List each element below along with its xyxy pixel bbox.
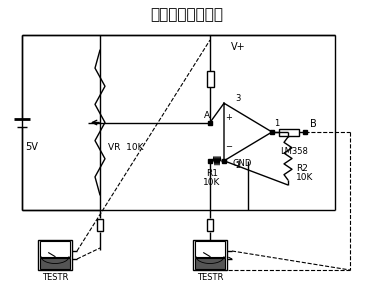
Text: GND: GND: [232, 160, 252, 168]
Bar: [195, 258, 225, 269]
FancyBboxPatch shape: [279, 128, 298, 136]
Text: 3: 3: [236, 94, 241, 103]
Text: LM358: LM358: [280, 148, 308, 156]
Text: +: +: [226, 113, 232, 122]
Text: 非反転増幅　実験: 非反転増幅 実験: [150, 8, 224, 23]
Text: 10K: 10K: [296, 173, 314, 182]
Bar: [40, 241, 70, 256]
Text: TESTR: TESTR: [42, 273, 68, 283]
Text: TESTR: TESTR: [197, 273, 223, 283]
Text: 5V: 5V: [26, 143, 38, 153]
Bar: [195, 241, 225, 256]
Text: −: −: [225, 142, 232, 151]
Text: V+: V+: [231, 42, 245, 52]
Text: A: A: [204, 111, 210, 120]
FancyBboxPatch shape: [207, 71, 213, 87]
Bar: [40, 258, 70, 269]
Text: R2: R2: [296, 164, 308, 173]
Text: B: B: [310, 119, 316, 129]
Text: 1: 1: [274, 119, 280, 128]
Bar: [193, 240, 227, 270]
Text: VR  10K: VR 10K: [108, 143, 144, 152]
FancyBboxPatch shape: [207, 219, 213, 231]
Bar: [38, 240, 72, 270]
Text: 10K: 10K: [203, 178, 220, 187]
FancyBboxPatch shape: [97, 219, 103, 231]
Text: 2: 2: [236, 161, 241, 170]
Text: R1: R1: [206, 169, 218, 178]
